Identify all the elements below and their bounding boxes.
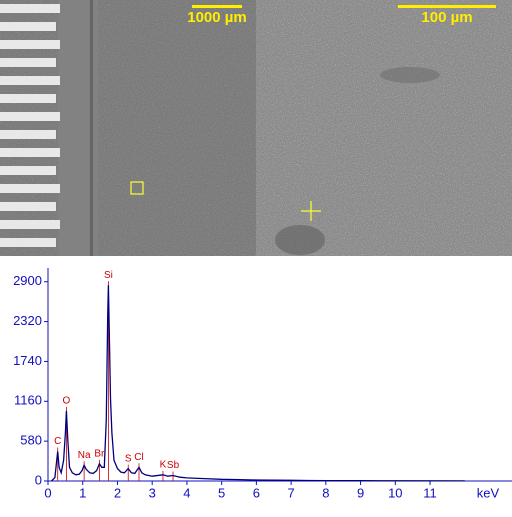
pad [0,76,60,85]
y-tick-label: 580 [20,433,42,448]
x-tick-label: 3 [149,485,156,500]
y-tick-label: 2900 [13,273,42,288]
pad [0,112,60,121]
element-label: Sb [167,460,180,471]
scale-label: 1000 µm [187,9,247,26]
pad [0,202,56,211]
y-tick-label: 0 [35,472,42,487]
y-tick-label: 1740 [13,353,42,368]
y-tick-label: 2320 [13,313,42,328]
x-tick-label: 6 [253,485,260,500]
spectrum-chart: 0 580 1160 1740 2320 2900 0 1 2 3 4 5 6 7 8 9 10 11 keV C O N… [13,268,512,500]
pad [0,238,56,247]
x-tick-label: 1 [79,485,86,500]
sem-image-left: 1000 µm [0,0,256,256]
x-tick-label: 11 [423,485,437,500]
pad [0,148,60,157]
pad [0,4,60,13]
x-tick-label: 2 [114,485,121,500]
x-tick-label: 0 [44,485,51,500]
pad [0,166,56,175]
pad [0,220,60,229]
spectrum-line [51,285,465,482]
x-tick-label: 9 [357,485,364,500]
sem-image-right: 100 µm [256,0,512,256]
element-label: Br [94,448,105,459]
x-tick-label: 5 [218,485,225,500]
element-label: Na [78,450,91,461]
pad [0,22,56,31]
element-label: C [54,436,61,447]
pad [0,130,56,139]
scale-label: 100 µm [421,9,472,26]
pad [0,58,56,67]
x-tick-label: 10 [388,485,402,500]
pad [0,40,60,49]
x-tick-label: 8 [322,485,329,500]
element-label: O [63,396,71,407]
element-label: Cl [134,452,143,463]
element-label: S [125,453,132,464]
x-tick-label: 4 [183,485,190,500]
x-tick-label: 7 [287,485,294,500]
pad [0,184,60,193]
element-label: K [160,459,167,470]
element-label: Si [104,270,113,281]
pad [0,94,56,103]
x-axis-label: keV [477,485,500,500]
y-tick-label: 1160 [14,393,42,408]
